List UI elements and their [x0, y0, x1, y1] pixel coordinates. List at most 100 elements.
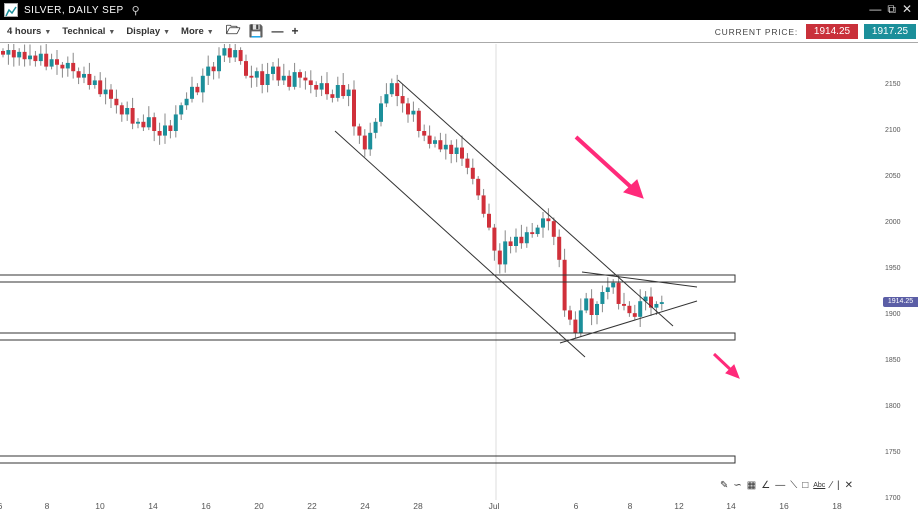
close-icon[interactable]: ✕	[901, 2, 912, 16]
time-tick-label: 6	[0, 501, 2, 511]
candle-body	[400, 96, 405, 104]
candle-body	[497, 250, 502, 265]
candle-body	[508, 241, 513, 246]
price-tick-label: 2050	[885, 173, 901, 180]
candle-body	[389, 83, 394, 95]
rectangle-icon[interactable]: □	[802, 480, 809, 491]
timeframe-dropdown[interactable]: 4 hours ▼	[7, 26, 51, 37]
candle-body	[141, 121, 146, 128]
time-tick-label: 14	[148, 501, 158, 511]
candle-body	[60, 64, 65, 69]
search-icon[interactable]: ⚲	[131, 4, 140, 17]
candle-body	[271, 66, 275, 74]
candle-body	[206, 66, 211, 76]
candle-body	[384, 94, 389, 104]
horizontal-line-icon[interactable]: —	[775, 480, 786, 491]
clear-icon[interactable]: ✕	[844, 480, 853, 491]
candle-body	[454, 147, 459, 154]
candle-body	[195, 86, 200, 93]
candle-body	[551, 221, 556, 237]
minimize-icon[interactable]: —	[869, 2, 882, 16]
text-tool-icon[interactable]: Abc	[813, 482, 826, 489]
candle-body	[335, 85, 340, 98]
support-zone	[0, 332, 736, 341]
open-folder-icon[interactable]: 🗁	[225, 22, 241, 37]
channel-lower-line	[334, 130, 586, 358]
candle-body	[281, 75, 286, 81]
candle-body	[573, 319, 578, 334]
bid-price[interactable]: 1914.25	[806, 24, 858, 39]
candle-body	[503, 241, 508, 265]
candle-body	[71, 62, 76, 72]
candle-body	[568, 310, 572, 320]
candle-body	[38, 53, 43, 62]
time-tick-label: 16	[779, 501, 789, 511]
candle-body	[17, 51, 22, 58]
fan-icon[interactable]: ∠	[761, 480, 771, 491]
candle-body	[303, 77, 308, 81]
ask-price[interactable]: 1917.25	[864, 24, 916, 39]
time-tick-label: 22	[307, 501, 317, 511]
candle-body	[584, 298, 589, 311]
candle-body	[6, 50, 11, 55]
more-label: More	[181, 25, 204, 37]
time-tick-label: 6	[573, 501, 579, 511]
price-tick-label: 2100	[885, 127, 901, 134]
ray-icon[interactable]: ∕	[830, 480, 832, 491]
candle-body	[476, 178, 481, 196]
candle-body	[200, 75, 205, 93]
candle-body	[103, 89, 108, 95]
chart-logo-icon	[4, 3, 18, 17]
triangle-lower-line	[559, 300, 698, 344]
resistance-zone	[0, 274, 736, 283]
candle-body	[654, 303, 659, 308]
candle-body	[422, 131, 427, 136]
trend-line-icon[interactable]: ⟍	[790, 480, 798, 491]
popout-icon[interactable]: ⧉	[887, 2, 896, 16]
more-dropdown[interactable]: More ▼	[181, 26, 214, 37]
candle-body	[595, 303, 599, 315]
price-chart[interactable]	[0, 44, 918, 515]
time-tick-label: 10	[95, 501, 105, 511]
fibonacci-icon[interactable]: ▦	[746, 480, 757, 491]
price-tick-label: 2150	[885, 81, 901, 88]
display-dropdown[interactable]: Display ▼	[126, 26, 170, 37]
candle-body	[438, 140, 443, 150]
candle-body	[433, 140, 437, 144]
zoom-in-icon[interactable]: +	[291, 24, 299, 38]
technical-label: Technical	[62, 25, 106, 37]
candle-body	[44, 53, 49, 67]
candle-body	[254, 71, 259, 78]
price-tick-label: 1850	[885, 357, 901, 364]
candle-body	[319, 83, 324, 90]
time-tick-label: 8	[44, 501, 50, 511]
curve-icon[interactable]: ∽	[733, 480, 742, 491]
candle-body	[443, 144, 448, 150]
triangle-upper-line	[581, 271, 698, 288]
candle-body	[649, 296, 653, 308]
candle-body	[449, 144, 454, 154]
candle-body	[227, 48, 232, 58]
candle-body	[11, 50, 16, 58]
candle-body	[298, 72, 302, 78]
zoom-out-icon[interactable]: —	[271, 24, 284, 38]
candle-body	[82, 73, 86, 78]
pencil-icon[interactable]: ✎	[720, 480, 729, 491]
drawing-toolbar: ✎ ∽ ▦ ∠ — ⟍ □ Abc ∕ | ✕	[720, 480, 853, 491]
candle-body	[352, 89, 356, 127]
time-tick-label: 20	[254, 501, 264, 511]
candle-body	[22, 51, 27, 60]
save-icon[interactable]: 💾	[248, 24, 264, 38]
candle-body	[546, 218, 551, 222]
candle-body	[632, 313, 637, 317]
candle-body	[487, 213, 491, 228]
candle-body	[362, 135, 367, 150]
technical-dropdown[interactable]: Technical ▼	[62, 26, 115, 37]
candle-body	[276, 66, 281, 81]
candle-body	[130, 108, 135, 124]
candle-body	[190, 86, 194, 99]
candle-body	[379, 103, 383, 122]
candle-body	[114, 98, 119, 106]
candle-body	[395, 83, 400, 97]
price-tick-label: 1900	[885, 311, 901, 318]
